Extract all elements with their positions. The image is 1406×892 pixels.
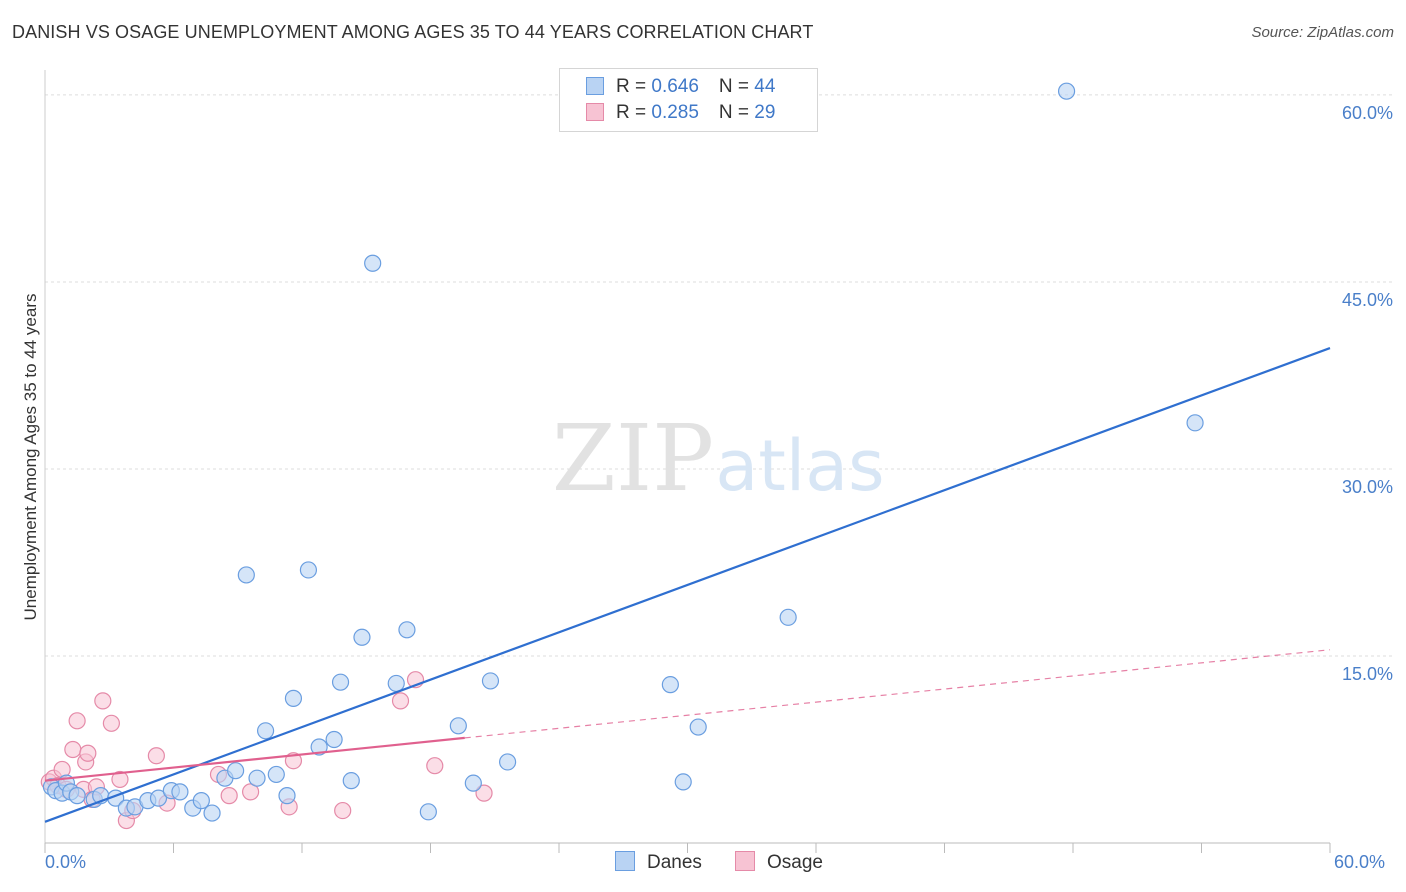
- danes-point-36: [449, 717, 467, 735]
- osage-point-24: [334, 801, 352, 820]
- y-tick-labels: 15.0% 30.0% 45.0% 60.0%: [1342, 103, 1393, 684]
- danes-point-30: [342, 772, 360, 790]
- danes-point-31: [353, 628, 371, 646]
- danes-r-label: R =: [616, 76, 652, 97]
- danes-point-5: [68, 787, 86, 805]
- y-axis-label: Unemployment Among Ages 35 to 44 years: [21, 294, 40, 621]
- danes-point-43: [779, 608, 797, 626]
- danes-point-32: [364, 254, 382, 272]
- danes-point-29: [331, 673, 350, 691]
- danes-n-label: N =: [718, 76, 755, 97]
- osage-r-label: R =: [616, 102, 652, 123]
- y-tick-label-3: 60.0%: [1342, 103, 1393, 123]
- trend-lines: [44, 346, 1331, 823]
- osage-trend-line-solid: [44, 736, 465, 782]
- danes-points: [42, 82, 1204, 822]
- chart-title: DANISH VS OSAGE UNEMPLOYMENT AMONG AGES …: [12, 22, 814, 42]
- danes-point-20: [237, 566, 255, 584]
- x-tick-max: 60.0%: [1334, 852, 1386, 872]
- watermark-atlas: atlas: [715, 425, 884, 507]
- danes-point-35: [419, 803, 437, 821]
- osage-n-value: 29: [754, 102, 776, 123]
- danes-point-42: [689, 718, 707, 736]
- osage-point-13: [102, 714, 120, 732]
- osage-point-6: [68, 712, 86, 730]
- danes-point-37: [464, 774, 482, 792]
- danes-point-21: [248, 769, 266, 787]
- x-tick-min: 0.0%: [45, 852, 87, 872]
- axes: [44, 70, 1331, 853]
- danes-point-27: [310, 738, 328, 756]
- osage-trend-line-dashed: [464, 649, 1331, 739]
- danes-point-38: [481, 672, 500, 690]
- danes-point-41: [674, 773, 692, 791]
- osage-point-25: [391, 692, 410, 710]
- legend-row-danes: R = 0.646 N = 44: [586, 76, 775, 100]
- danes-r-value: 0.646: [651, 76, 699, 97]
- danes-point-39: [499, 753, 517, 771]
- bottom-legend-danes-label: Danes: [647, 852, 702, 873]
- bottom-legend-osage-label: Osage: [767, 852, 823, 873]
- danes-point-34: [398, 621, 416, 639]
- osage-point-17: [147, 747, 165, 765]
- osage-point-5: [64, 740, 82, 759]
- watermark-zip: ZIP: [552, 405, 714, 512]
- osage-point-20: [220, 787, 238, 805]
- y-tick-label-2: 45.0%: [1342, 290, 1393, 310]
- osage-swatch: [586, 103, 604, 121]
- danes-point-26: [299, 561, 318, 579]
- danes-point-44: [1057, 82, 1076, 100]
- bottom-legend-osage: Osage: [735, 851, 823, 874]
- danes-point-24: [278, 787, 296, 805]
- osage-point-9: [79, 744, 97, 762]
- danes-point-12: [149, 789, 168, 807]
- danes-point-28: [325, 730, 343, 749]
- danes-point-40: [661, 676, 679, 694]
- bottom-legend-osage-swatch: [735, 851, 755, 871]
- danes-point-14: [171, 783, 189, 801]
- osage-point-28: [475, 784, 493, 802]
- y-tick-label-1: 30.0%: [1342, 477, 1393, 497]
- danes-n-value: 44: [754, 76, 776, 97]
- danes-point-17: [203, 804, 221, 822]
- osage-n-label: N =: [718, 102, 755, 123]
- osage-point-14: [111, 770, 129, 789]
- danes-point-23: [267, 765, 285, 784]
- danes-point-33: [387, 674, 405, 693]
- danes-swatch: [586, 77, 604, 95]
- osage-r-value: 0.285: [651, 102, 699, 123]
- danes-point-22: [256, 722, 275, 740]
- bottom-legend-danes: Danes: [615, 851, 702, 874]
- correlation-legend: R = 0.646 N = 44 R = 0.285 N = 29: [559, 68, 818, 132]
- danes-trend-line: [44, 346, 1331, 823]
- source-label: Source: ZipAtlas.com: [1251, 24, 1394, 41]
- danes-point-45: [1186, 414, 1204, 432]
- osage-point-27: [426, 757, 444, 775]
- watermark: ZIP atlas: [552, 405, 885, 512]
- osage-point-12: [94, 692, 112, 710]
- grid-lines: [45, 94, 1394, 657]
- y-tick-label-0: 15.0%: [1342, 664, 1393, 684]
- bottom-legend-danes-swatch: [615, 851, 635, 871]
- danes-point-16: [192, 792, 210, 810]
- danes-point-19: [227, 762, 245, 780]
- danes-point-25: [284, 689, 303, 707]
- legend-row-osage: R = 0.285 N = 29: [586, 102, 775, 126]
